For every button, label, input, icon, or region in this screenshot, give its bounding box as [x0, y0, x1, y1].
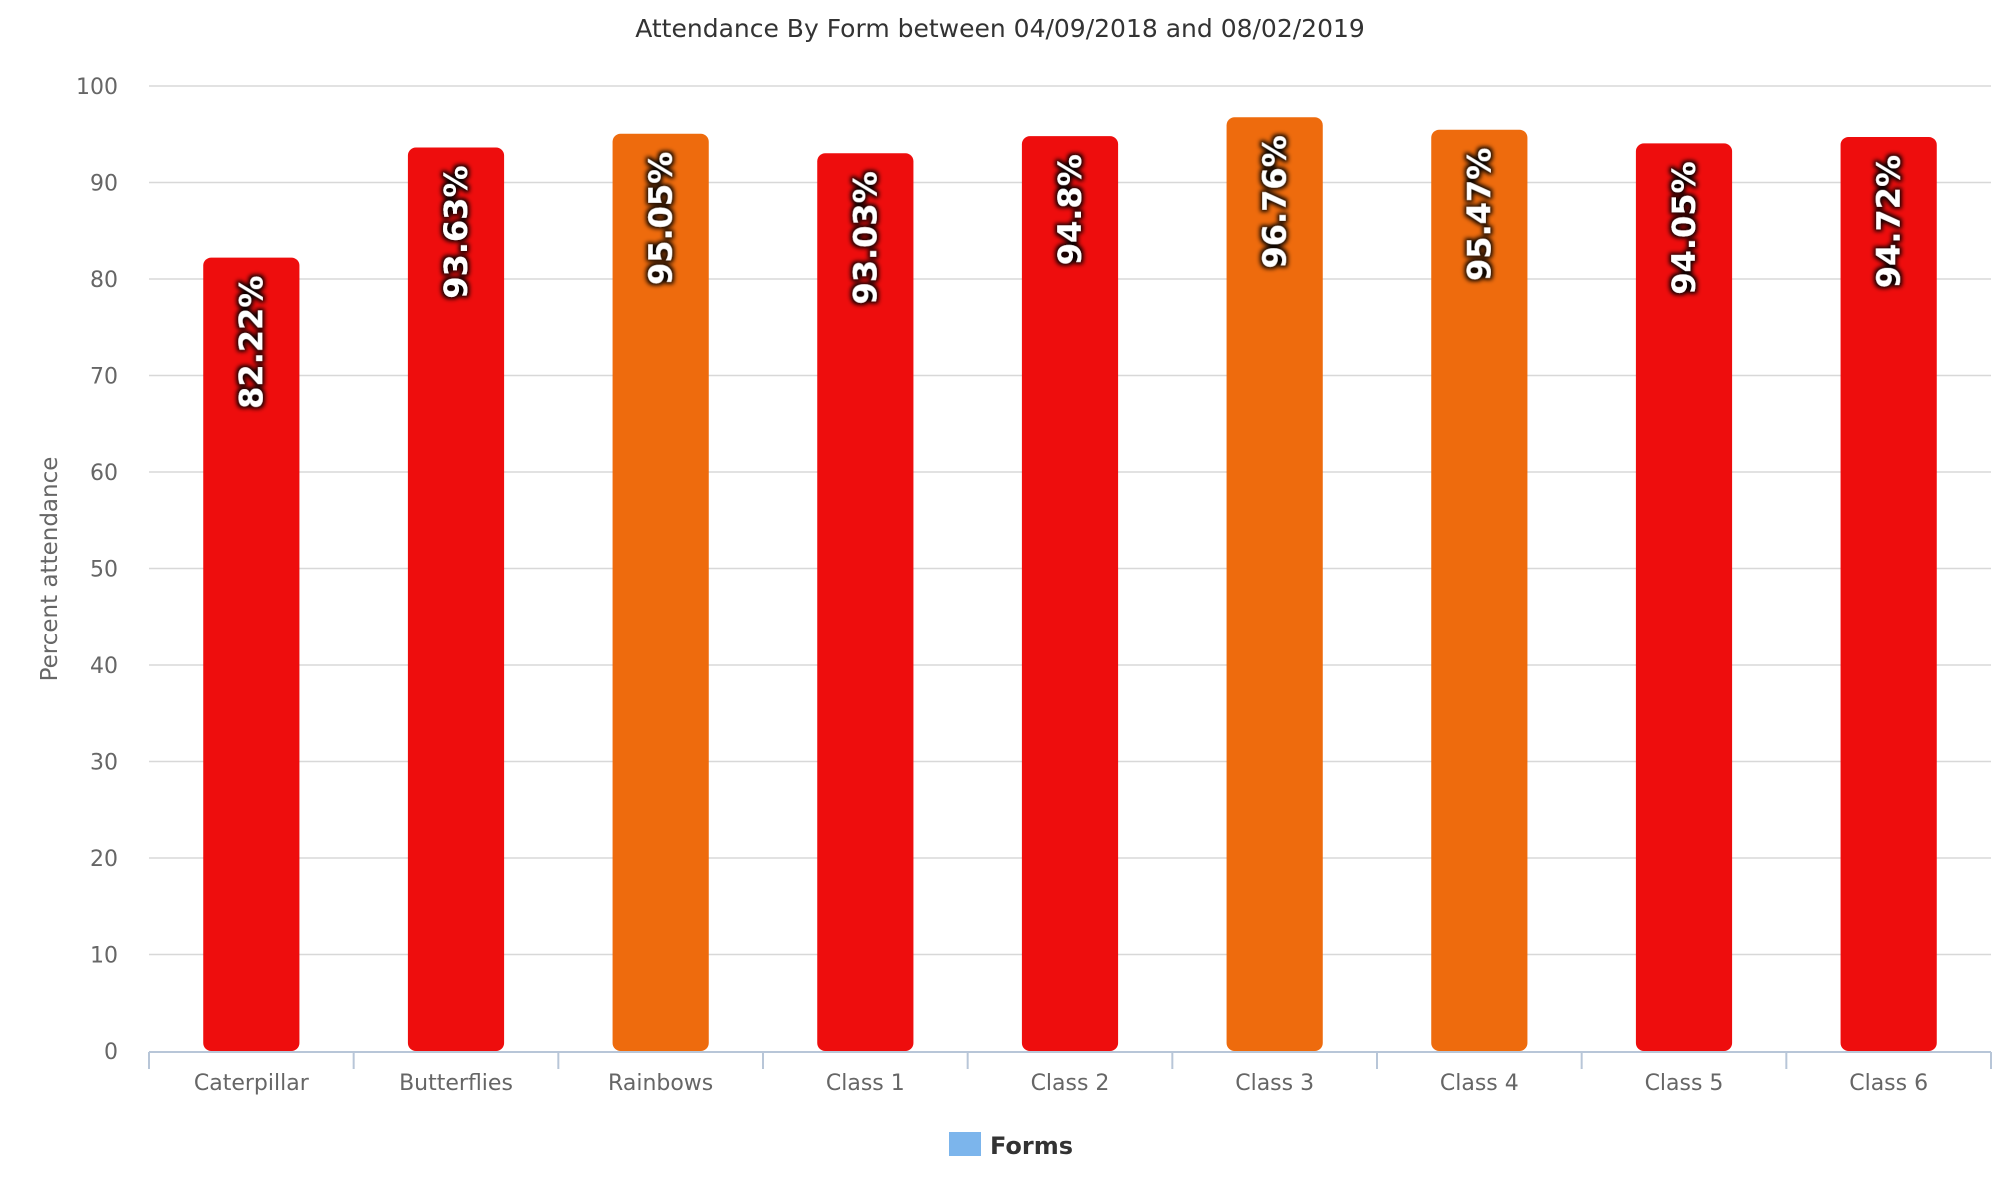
- bar[interactable]: [612, 133, 709, 1051]
- x-tick-label: Butterflies: [399, 1071, 513, 1096]
- bar-value-label: 93.03%: [846, 171, 884, 304]
- legend-label[interactable]: Forms: [990, 1132, 1073, 1160]
- bar-value-label: 94.8%: [1051, 154, 1089, 265]
- y-axis-title: Percent attendance: [37, 457, 63, 682]
- legend-swatch: [949, 1132, 981, 1156]
- bar[interactable]: [1226, 117, 1323, 1052]
- bar-value-label: 95.47%: [1460, 148, 1498, 281]
- data-labels: 82.22% 93.63% 95.05% 93.03% 94.8% 96.76% 95.47…: [232, 135, 1907, 409]
- y-tick-label: 30: [90, 751, 118, 776]
- y-tick-label: 20: [90, 847, 118, 872]
- x-tick-label: Class 3: [1235, 1071, 1314, 1096]
- bar-value-label: 96.76%: [1256, 135, 1294, 268]
- y-tick-label: 60: [90, 461, 118, 486]
- y-tick-label: 10: [90, 944, 118, 969]
- y-tick-label: 70: [90, 365, 118, 390]
- bar[interactable]: [1635, 143, 1733, 1052]
- bar-value-label: 94.05%: [1665, 161, 1703, 294]
- y-axis-tick-labels: 0 10 20 30 40 50 60 70 80 90 100: [76, 75, 118, 1065]
- bar-value-label: 94.72%: [1870, 155, 1908, 288]
- y-tick-label: 90: [90, 172, 118, 197]
- bar[interactable]: [1840, 136, 1937, 1051]
- x-tick-label: Class 6: [1849, 1071, 1928, 1096]
- bar[interactable]: [1431, 129, 1528, 1052]
- y-tick-label: 40: [90, 654, 118, 679]
- x-tick-label: Class 1: [826, 1071, 905, 1096]
- legend[interactable]: Forms: [949, 1132, 1073, 1160]
- bars: [203, 117, 1937, 1052]
- bar[interactable]: [407, 147, 505, 1051]
- x-tick-label: Class 2: [1031, 1071, 1110, 1096]
- y-tick-label: 50: [90, 558, 118, 583]
- bar-value-label: 95.05%: [642, 152, 680, 285]
- y-tick-label: 0: [104, 1040, 118, 1065]
- x-axis: Caterpillar Butterflies Rainbows Class 1 Cla…: [148, 1051, 1992, 1096]
- x-tick-label: Caterpillar: [194, 1071, 310, 1096]
- y-tick-label: 80: [90, 268, 118, 293]
- x-tick-label: Rainbows: [608, 1071, 713, 1096]
- bar[interactable]: [1021, 136, 1119, 1051]
- bar-value-label: 82.22%: [232, 276, 270, 409]
- bar[interactable]: [203, 257, 300, 1051]
- chart-title: Attendance By Form between 04/09/2018 an…: [635, 14, 1365, 43]
- y-tick-label: 100: [76, 75, 118, 100]
- x-tick-label: Class 4: [1440, 1071, 1519, 1096]
- bar[interactable]: [817, 153, 914, 1051]
- bar-value-label: 93.63%: [437, 165, 475, 298]
- x-tick-label: Class 5: [1645, 1071, 1724, 1096]
